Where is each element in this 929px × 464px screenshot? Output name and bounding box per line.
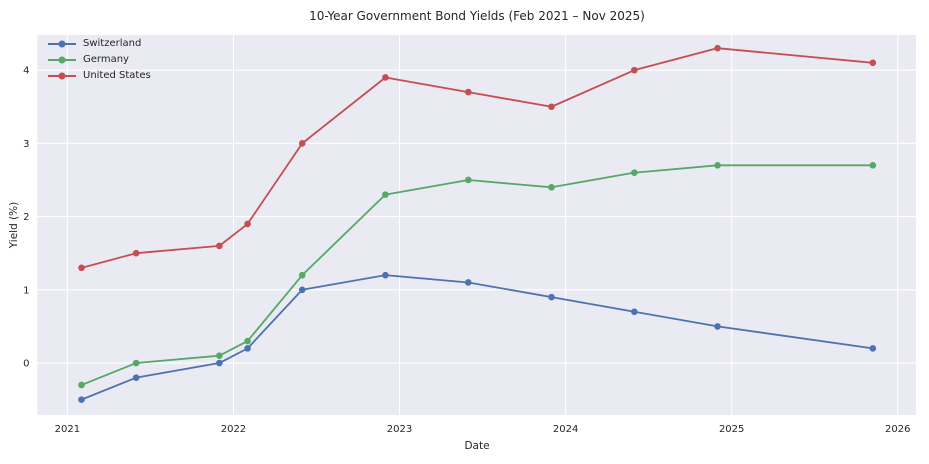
data-point-united-states <box>548 103 555 111</box>
legend-item-united-states: United States <box>48 69 151 82</box>
data-point-germany <box>631 169 638 176</box>
legend-item-switzerland: Switzerland <box>48 37 151 50</box>
data-point-united-states <box>464 88 472 96</box>
data-point-switzerland <box>869 345 877 352</box>
data-point-germany <box>132 359 140 367</box>
data-point-united-states <box>714 44 721 52</box>
y-tick-label: 2 <box>23 212 29 223</box>
data-point-switzerland <box>78 396 85 403</box>
data-point-united-states <box>244 220 251 228</box>
legend-line-marker-icon <box>48 56 76 63</box>
data-point-germany <box>464 176 472 184</box>
legend-line-marker-icon <box>48 72 76 79</box>
y-tick-label: 0 <box>23 359 29 370</box>
data-point-united-states <box>216 242 223 250</box>
data-point-switzerland <box>244 345 251 352</box>
legend-line-marker-icon <box>48 40 76 47</box>
legend-label: Switzerland <box>83 38 142 49</box>
legend-label: Germany <box>83 54 129 65</box>
data-point-switzerland <box>548 293 555 301</box>
data-point-germany <box>298 271 306 279</box>
legend-label: United States <box>83 70 151 81</box>
data-point-switzerland <box>464 279 472 286</box>
x-tick-label: 2024 <box>553 424 578 435</box>
data-point-united-states <box>78 264 85 272</box>
x-axis-label: Date <box>464 440 490 452</box>
data-point-germany <box>216 352 223 359</box>
data-point-germany <box>78 381 85 389</box>
data-point-switzerland <box>298 286 306 294</box>
x-tick-label: 2023 <box>387 424 412 435</box>
data-point-switzerland <box>216 359 223 367</box>
data-point-united-states <box>382 74 389 81</box>
x-tick-label: 2021 <box>55 424 80 435</box>
plot-background <box>37 35 916 415</box>
y-tick-label: 4 <box>23 66 29 77</box>
data-point-switzerland <box>132 374 140 381</box>
data-point-switzerland <box>382 271 389 279</box>
data-point-united-states <box>298 140 306 147</box>
y-tick-label: 3 <box>23 139 29 150</box>
x-tick-label: 2025 <box>719 424 744 435</box>
data-point-germany <box>548 183 555 191</box>
data-point-germany <box>869 162 877 169</box>
x-tick-label: 2026 <box>885 424 910 435</box>
y-axis-label: Yield (%) <box>8 201 20 249</box>
data-point-germany <box>244 337 251 345</box>
data-point-united-states <box>869 59 877 67</box>
data-point-germany <box>382 191 389 198</box>
data-point-switzerland <box>714 323 721 330</box>
data-point-united-states <box>132 249 140 257</box>
legend: Switzerland Germany United States <box>48 37 151 82</box>
y-tick-label: 1 <box>23 285 29 296</box>
data-point-germany <box>714 162 721 169</box>
x-tick-label: 2022 <box>221 424 246 435</box>
chart-title: 10-Year Government Bond Yields (Feb 2021… <box>309 9 645 23</box>
data-point-switzerland <box>631 308 638 316</box>
data-point-united-states <box>631 66 638 74</box>
legend-item-germany: Germany <box>48 53 151 66</box>
